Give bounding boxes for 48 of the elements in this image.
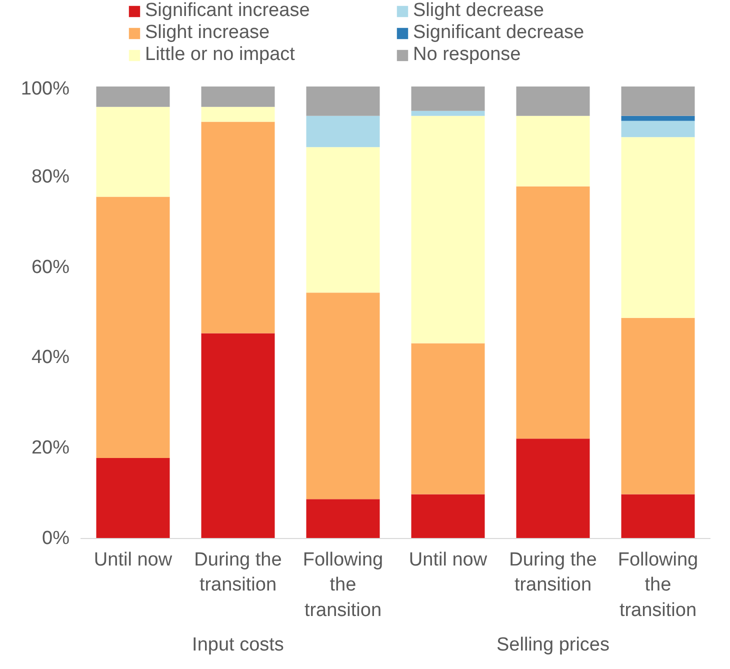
bar — [411, 110, 485, 116]
y-tick-label: 40% — [31, 347, 70, 368]
bar — [621, 86, 695, 116]
legend-label: Slight decrease — [413, 0, 545, 22]
legend-label: No response — [413, 44, 522, 66]
legend-label: Slight increase — [145, 22, 271, 44]
bar — [306, 86, 380, 116]
legend-label: Significant decrease — [413, 22, 586, 44]
x-tick-label: Until now — [94, 550, 172, 570]
bar — [621, 120, 695, 138]
y-tick-label: 80% — [31, 166, 70, 188]
bar — [411, 494, 485, 538]
bar — [306, 292, 380, 500]
bar — [516, 86, 590, 116]
x-tick-label: Following the transition — [302, 550, 384, 621]
y-tick-label: 100% — [20, 78, 70, 100]
bar — [201, 122, 275, 334]
bar — [96, 106, 170, 197]
legend-label: Little or no impact — [145, 44, 296, 66]
bar — [621, 137, 695, 318]
y-tick-label: 0% — [42, 528, 70, 549]
text: Selling prices — [496, 634, 610, 656]
bar — [96, 458, 170, 538]
bar — [411, 86, 485, 111]
bar — [516, 438, 590, 538]
y-tick-label: 60% — [31, 256, 70, 278]
bar — [201, 106, 275, 122]
bar — [411, 116, 485, 344]
bar — [306, 499, 380, 538]
bar — [306, 116, 380, 148]
bar — [621, 494, 695, 538]
legend-label: Significant increase — [145, 0, 311, 22]
x-tick-label: During the transition — [194, 550, 282, 596]
bar — [201, 333, 275, 538]
bar — [96, 196, 170, 458]
bar — [621, 318, 695, 494]
bar — [306, 147, 380, 293]
bar — [516, 186, 590, 439]
bar — [621, 116, 695, 121]
bar — [96, 86, 170, 107]
text: Input costs — [192, 634, 284, 656]
bar — [411, 343, 485, 494]
x-tick-label: During the transition — [509, 550, 597, 596]
bar — [201, 86, 275, 107]
x-tick-label: Following the transition — [618, 550, 698, 621]
x-tick-label: Until now — [408, 550, 488, 570]
y-tick-label: 20% — [31, 438, 70, 459]
bar — [516, 116, 590, 186]
